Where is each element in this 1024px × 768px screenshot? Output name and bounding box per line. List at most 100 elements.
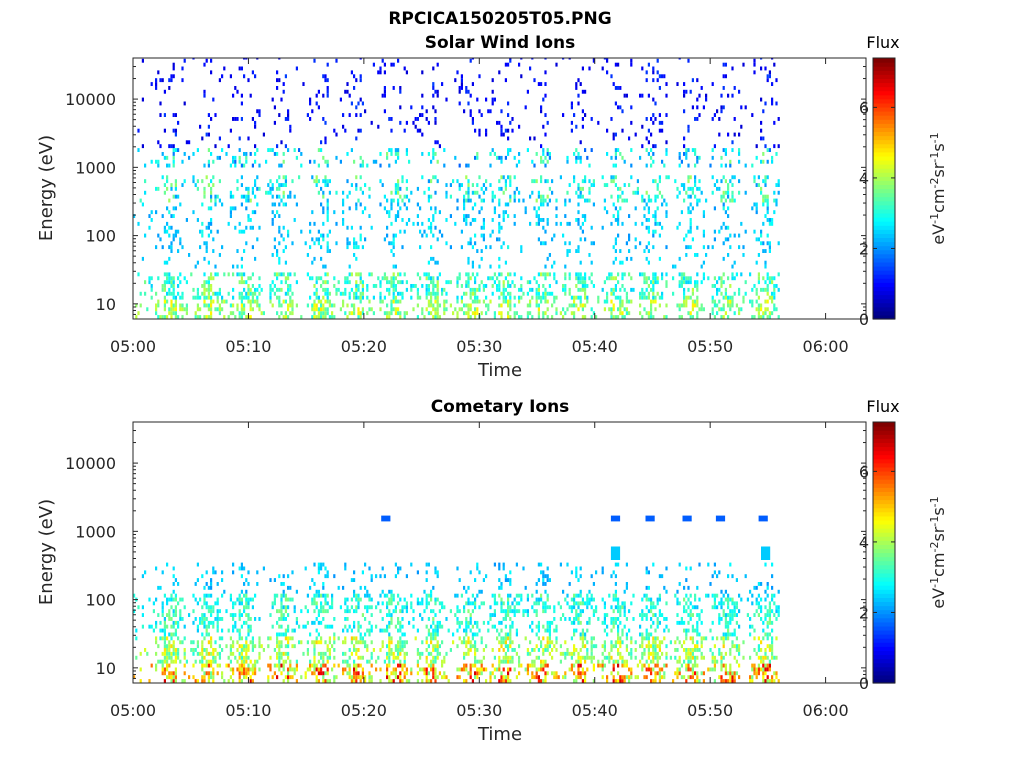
heatmap-cell — [641, 144, 644, 149]
heatmap-cell — [425, 659, 428, 664]
heatmap-cell — [324, 140, 327, 145]
heatmap-cell — [353, 624, 356, 629]
heatmap-cell — [353, 593, 356, 598]
heatmap-cell — [350, 287, 353, 292]
heatmap-cell — [603, 299, 606, 304]
heatmap-cell — [161, 671, 164, 676]
heatmap-cell — [168, 597, 171, 602]
heatmap-cell — [287, 671, 290, 676]
heatmap-cell — [588, 617, 591, 621]
heatmap-cell — [663, 74, 666, 79]
heatmap-cell — [465, 86, 468, 90]
heatmap-cell — [691, 307, 694, 312]
heatmap-cell — [674, 264, 677, 269]
heatmap-cell — [390, 299, 393, 304]
heatmap-cell — [388, 210, 391, 215]
heatmap-cell — [315, 640, 318, 645]
heatmap-cell — [478, 628, 481, 633]
heatmap-cell — [412, 120, 415, 125]
heatmap-cell — [357, 311, 360, 316]
heatmap-cell — [683, 136, 686, 141]
heatmap-cell — [236, 89, 239, 94]
colorbar-swatch — [873, 188, 895, 194]
heatmap-cell — [419, 128, 422, 133]
heatmap-cell — [584, 113, 587, 117]
heatmap-cell — [456, 593, 459, 598]
heatmap-cell — [317, 190, 320, 195]
heatmap-cell — [689, 186, 692, 191]
heatmap-cell — [522, 198, 525, 203]
heatmap-cell — [619, 260, 622, 265]
heatmap-cell — [234, 601, 237, 606]
heatmap-cell — [764, 101, 767, 106]
heatmap-cell — [546, 566, 549, 571]
heatmap-cell — [388, 648, 391, 652]
heatmap-cell — [168, 671, 171, 676]
heatmap-cell — [205, 132, 208, 137]
heatmap-cell — [529, 299, 532, 304]
heatmap-cell — [724, 237, 727, 242]
heatmap-cell — [324, 597, 327, 602]
heatmap-cell — [166, 291, 169, 296]
heatmap-cell — [502, 190, 505, 195]
heatmap-cell — [346, 605, 349, 610]
heatmap-cell — [570, 128, 573, 133]
heatmap-cell — [238, 663, 241, 668]
heatmap-cell — [188, 140, 191, 145]
heatmap-cell — [163, 190, 166, 195]
heatmap-cell — [691, 291, 694, 296]
heatmap-cell — [166, 276, 169, 281]
heatmap-cell — [590, 636, 593, 641]
heatmap-cell — [542, 225, 545, 230]
heatmap-cell — [504, 609, 507, 614]
heatmap-cell — [293, 667, 296, 672]
heatmap-cell — [245, 644, 248, 649]
heatmap-cell — [555, 295, 558, 300]
heatmap-cell — [535, 291, 538, 296]
heatmap-cell — [520, 593, 523, 598]
heatmap-cell — [478, 284, 481, 288]
heatmap-cell — [540, 679, 543, 683]
heatmap-cell — [414, 636, 417, 641]
heatmap-cell — [238, 155, 241, 160]
heatmap-cell — [368, 597, 371, 602]
heatmap-cell — [436, 648, 439, 652]
heatmap-cell — [273, 214, 276, 218]
heatmap-cell — [251, 667, 254, 672]
heatmap-cell — [771, 276, 774, 281]
heatmap-cell — [757, 183, 760, 187]
heatmap-cell — [232, 303, 235, 308]
heatmap-cell — [331, 667, 334, 672]
heatmap-cell — [474, 659, 477, 664]
heatmap-cell — [559, 562, 562, 567]
heatmap-cell — [436, 570, 439, 575]
heatmap-cell — [526, 597, 529, 602]
heatmap-cell — [652, 299, 655, 304]
heatmap-cell — [337, 663, 340, 668]
solar-wind-y-label: Energy (eV) — [36, 135, 57, 241]
heatmap-cell — [753, 229, 756, 234]
heatmap-cell — [289, 311, 292, 316]
heatmap-cell — [628, 183, 631, 187]
heatmap-cell — [370, 624, 373, 629]
heatmap-cell — [463, 303, 466, 308]
heatmap-cell — [306, 113, 309, 117]
heatmap-cell — [467, 276, 470, 281]
heatmap-cell — [410, 601, 413, 606]
heatmap-cell — [324, 280, 327, 285]
heatmap-cell — [282, 679, 285, 683]
heatmap-cell — [205, 651, 208, 656]
heatmap-cell — [196, 218, 199, 222]
heatmap-cell — [166, 562, 169, 567]
heatmap-cell — [542, 667, 545, 672]
heatmap-cell — [487, 620, 490, 625]
heatmap-cell — [441, 624, 444, 629]
heatmap-cell — [421, 601, 424, 606]
heatmap-cell — [685, 303, 688, 308]
heatmap-cell — [665, 303, 668, 308]
heatmap-cell — [159, 78, 162, 83]
heatmap-cell — [718, 229, 721, 234]
heatmap-cell — [702, 245, 705, 250]
heatmap-cell — [163, 632, 166, 637]
heatmap-cell — [463, 291, 466, 296]
